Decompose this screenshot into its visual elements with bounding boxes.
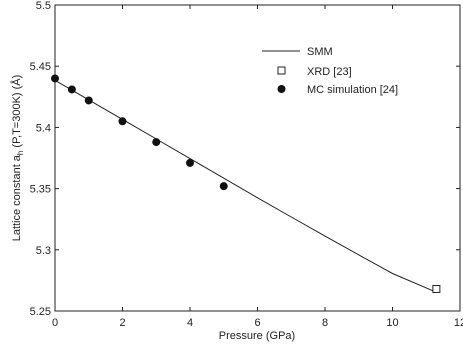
- x-tick-label: 12: [454, 317, 463, 329]
- x-tick-label: 2: [119, 317, 125, 329]
- y-tick-label: 5.35: [30, 184, 51, 196]
- smm-series-line: [54, 79, 434, 292]
- mc-simulation-point: [67, 85, 76, 94]
- mc-simulation-point: [51, 74, 59, 83]
- y-axis-title: Lattice constant ah (P,T=300K) (Å): [10, 75, 25, 242]
- mc-simulation-point: [219, 182, 228, 191]
- mc-simulation-point: [118, 117, 127, 126]
- mc-simulation-point: [152, 138, 161, 147]
- x-axis-title: Pressure (GPa): [219, 330, 295, 342]
- legend-xrd-marker: [277, 66, 286, 75]
- xrd-point: [432, 284, 441, 293]
- legend-mc-label: MC simulation [24]: [307, 84, 398, 96]
- x-tick-label: 8: [322, 317, 328, 329]
- y-axis-title-main: Lattice constant a: [11, 154, 23, 241]
- mc-simulation-point: [84, 96, 93, 105]
- y-tick-label: 5.5: [36, 0, 51, 12]
- y-axis-title-rest: (P,T=300K) (Å): [10, 75, 23, 151]
- y-tick-label: 5.25: [30, 306, 51, 318]
- x-tick-label: 4: [187, 317, 193, 329]
- y-tick-label: 5.3: [36, 245, 51, 257]
- legend-mc-marker: [277, 85, 286, 93]
- mc-simulation-point: [186, 158, 194, 167]
- plot-frame: [54, 4, 461, 312]
- plot-series: [51, 74, 441, 293]
- x-tick-label: 6: [254, 317, 260, 329]
- y-axis-ticks: 5.25 5.3 5.35 5.4 5.45 5.5: [30, 0, 460, 318]
- y-tick-label: 5.4: [36, 122, 51, 134]
- x-tick-label: 0: [52, 317, 58, 329]
- x-tick-label: 10: [386, 317, 398, 329]
- y-axis-title-subscript: h: [16, 151, 25, 155]
- legend-smm-label: SMM: [307, 46, 333, 58]
- x-axis-ticks: 0 2 4 6 8 10 12: [52, 5, 463, 329]
- legend-xrd-label: XRD [23]: [307, 66, 352, 78]
- y-tick-label: 5.45: [30, 61, 51, 73]
- legend: SMM XRD [23] MC simulation [24]: [262, 46, 398, 96]
